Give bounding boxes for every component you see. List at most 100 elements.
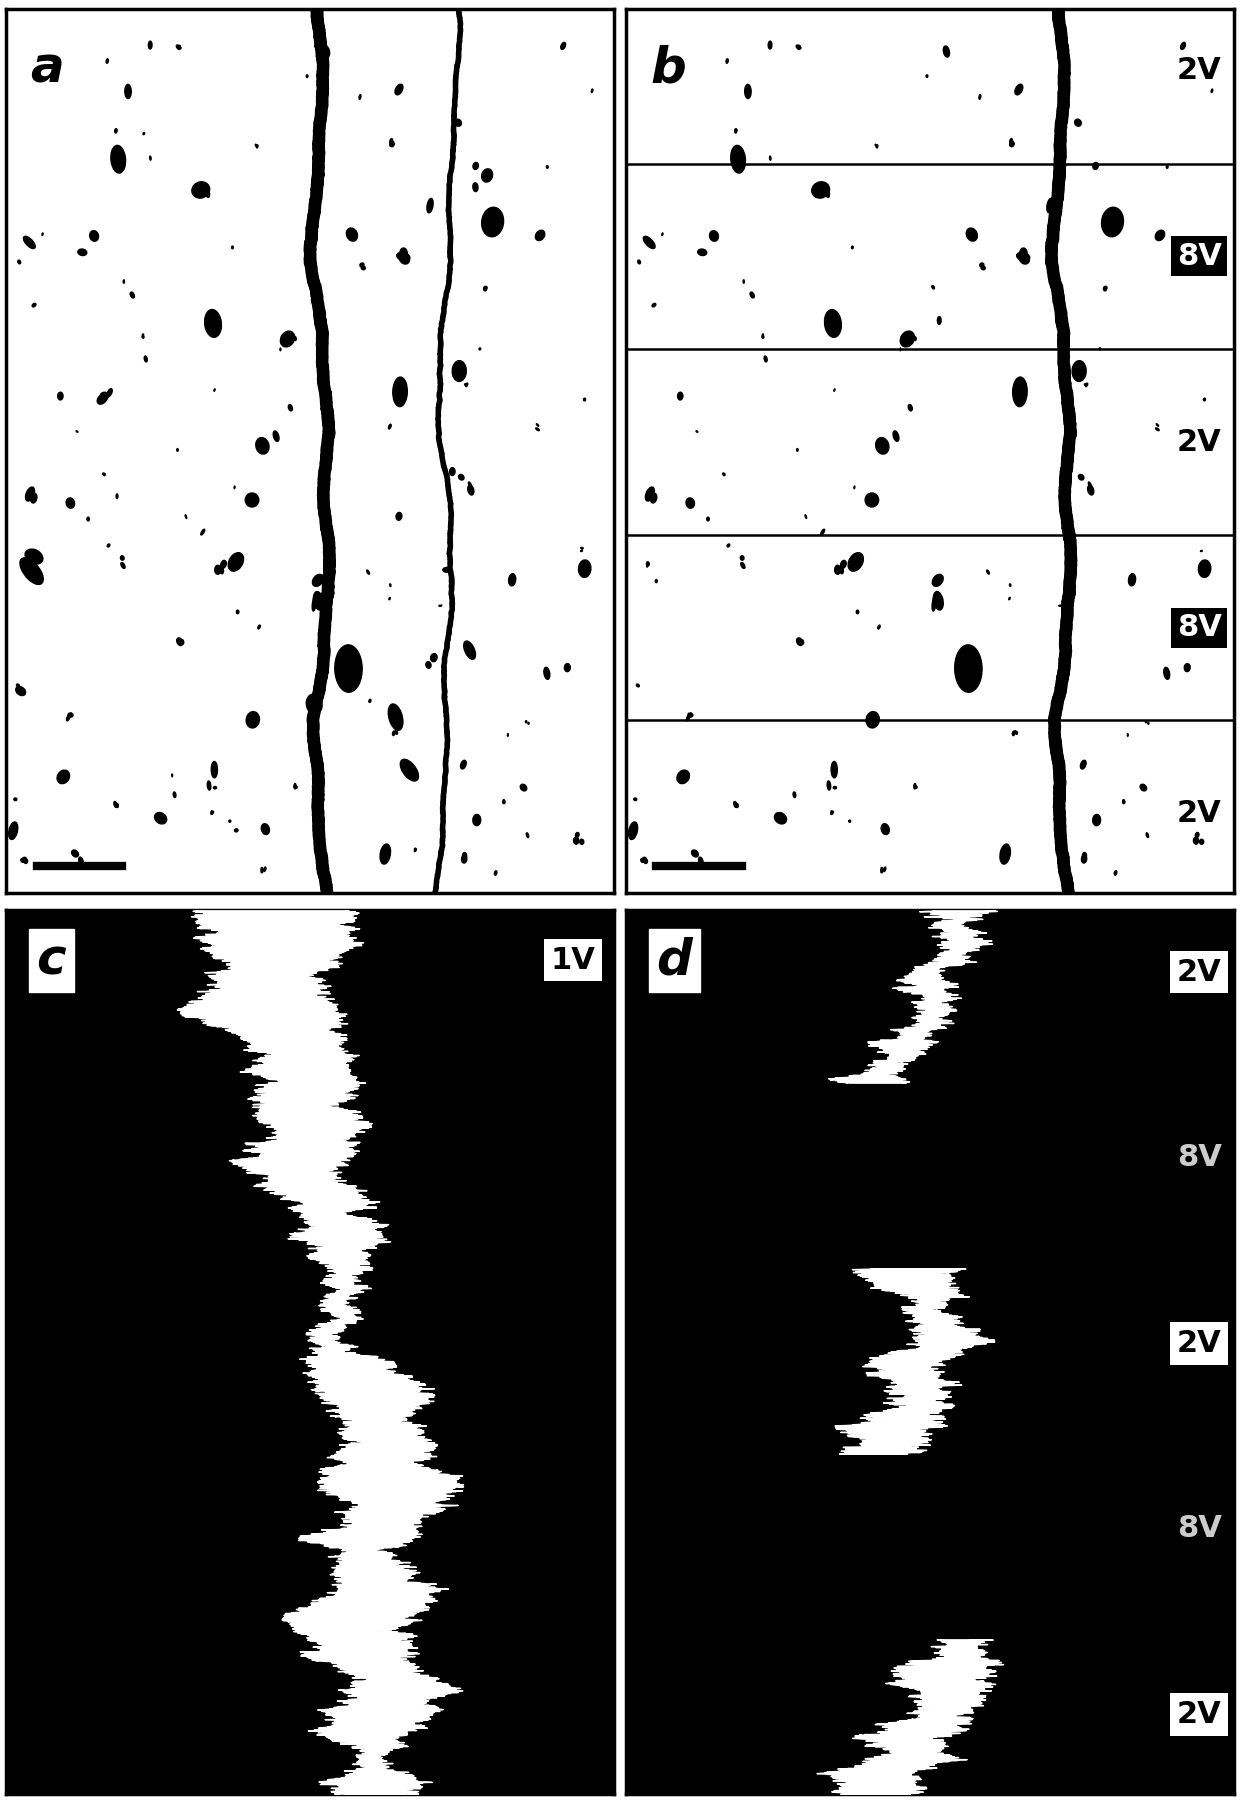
Ellipse shape (833, 786, 837, 790)
Ellipse shape (17, 260, 21, 263)
Ellipse shape (878, 626, 880, 629)
Ellipse shape (466, 384, 467, 386)
Ellipse shape (317, 317, 321, 325)
Ellipse shape (16, 683, 20, 687)
Ellipse shape (1128, 573, 1136, 586)
Ellipse shape (875, 438, 889, 454)
Ellipse shape (914, 335, 916, 339)
Ellipse shape (796, 638, 802, 645)
Ellipse shape (1211, 90, 1213, 92)
Ellipse shape (71, 714, 73, 718)
Ellipse shape (459, 474, 464, 480)
Ellipse shape (312, 575, 324, 586)
Ellipse shape (149, 41, 153, 49)
Ellipse shape (396, 85, 403, 96)
Ellipse shape (652, 303, 656, 307)
Ellipse shape (734, 128, 737, 132)
Ellipse shape (155, 813, 166, 824)
Ellipse shape (107, 545, 110, 546)
Ellipse shape (931, 285, 935, 288)
Ellipse shape (687, 714, 691, 721)
Ellipse shape (479, 348, 481, 350)
Ellipse shape (646, 563, 650, 566)
Ellipse shape (526, 721, 527, 723)
Ellipse shape (1087, 485, 1094, 496)
Ellipse shape (866, 712, 879, 728)
Ellipse shape (547, 166, 548, 168)
Ellipse shape (117, 494, 118, 499)
Ellipse shape (205, 310, 222, 337)
Ellipse shape (213, 786, 217, 790)
Ellipse shape (388, 703, 403, 730)
Ellipse shape (1123, 799, 1125, 802)
Ellipse shape (591, 90, 593, 92)
Ellipse shape (934, 591, 944, 609)
Ellipse shape (360, 263, 365, 267)
Ellipse shape (185, 516, 187, 519)
Ellipse shape (461, 855, 466, 864)
Ellipse shape (698, 249, 707, 256)
Ellipse shape (397, 252, 410, 261)
Ellipse shape (379, 844, 391, 864)
Ellipse shape (966, 227, 977, 242)
Ellipse shape (176, 45, 180, 49)
Text: b: b (651, 45, 686, 92)
Ellipse shape (143, 335, 144, 337)
Ellipse shape (1014, 85, 1023, 96)
Ellipse shape (114, 802, 117, 808)
Ellipse shape (192, 182, 210, 198)
Ellipse shape (228, 554, 243, 572)
Ellipse shape (115, 130, 117, 133)
Ellipse shape (1008, 597, 1011, 600)
Ellipse shape (450, 467, 455, 476)
Ellipse shape (472, 162, 479, 169)
Ellipse shape (393, 377, 407, 407)
Ellipse shape (655, 579, 657, 582)
Ellipse shape (1146, 721, 1147, 723)
Ellipse shape (937, 317, 941, 325)
Ellipse shape (1009, 139, 1012, 144)
Ellipse shape (481, 207, 503, 236)
Ellipse shape (361, 267, 363, 269)
Ellipse shape (221, 561, 227, 568)
Ellipse shape (463, 856, 465, 862)
Ellipse shape (484, 287, 487, 290)
Ellipse shape (472, 815, 481, 826)
Ellipse shape (801, 640, 804, 644)
Ellipse shape (312, 285, 315, 288)
Ellipse shape (219, 568, 223, 573)
Ellipse shape (247, 712, 259, 728)
Ellipse shape (730, 146, 745, 173)
Ellipse shape (1115, 871, 1117, 874)
Ellipse shape (1011, 142, 1014, 146)
Ellipse shape (495, 871, 497, 874)
Ellipse shape (987, 570, 990, 573)
Ellipse shape (143, 334, 144, 335)
Text: 8V: 8V (1177, 242, 1221, 270)
Ellipse shape (1012, 732, 1014, 736)
Ellipse shape (427, 198, 433, 213)
Ellipse shape (932, 595, 936, 611)
Ellipse shape (1199, 838, 1204, 844)
Ellipse shape (1013, 377, 1027, 407)
Ellipse shape (150, 157, 151, 160)
Ellipse shape (1092, 162, 1099, 169)
Ellipse shape (362, 267, 366, 270)
Ellipse shape (443, 568, 450, 572)
Ellipse shape (176, 449, 179, 451)
Text: 2V: 2V (1177, 799, 1221, 828)
Ellipse shape (246, 492, 259, 507)
Ellipse shape (1009, 141, 1013, 146)
Ellipse shape (764, 355, 768, 362)
Ellipse shape (24, 858, 27, 864)
Ellipse shape (537, 424, 538, 426)
Ellipse shape (1009, 584, 1011, 586)
Ellipse shape (831, 811, 832, 815)
Ellipse shape (32, 303, 36, 307)
Ellipse shape (841, 561, 846, 568)
Ellipse shape (564, 664, 570, 673)
Ellipse shape (900, 332, 914, 346)
Ellipse shape (1198, 561, 1210, 577)
Ellipse shape (641, 856, 646, 862)
Ellipse shape (232, 245, 233, 249)
